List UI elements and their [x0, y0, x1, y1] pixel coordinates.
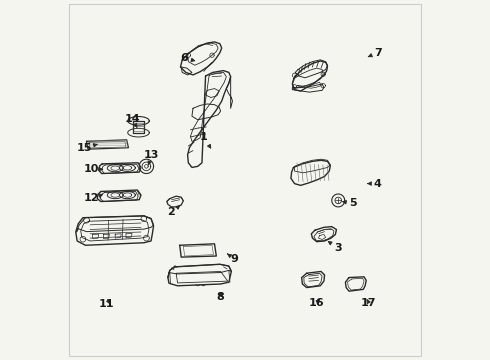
Text: 8: 8	[216, 292, 224, 302]
Text: 11: 11	[99, 299, 115, 309]
Text: 1: 1	[200, 132, 211, 148]
Text: 6: 6	[180, 53, 195, 63]
Text: 17: 17	[361, 298, 376, 308]
Text: 4: 4	[368, 179, 382, 189]
Text: 15: 15	[76, 143, 98, 153]
Text: 5: 5	[343, 198, 356, 208]
Text: 2: 2	[168, 205, 180, 217]
Text: 16: 16	[309, 298, 324, 308]
Text: 10: 10	[84, 164, 102, 174]
Text: 7: 7	[368, 48, 382, 58]
Text: 9: 9	[227, 254, 238, 264]
Text: 14: 14	[124, 114, 140, 127]
Text: 12: 12	[84, 193, 102, 203]
Text: 3: 3	[328, 242, 342, 253]
Text: 13: 13	[144, 150, 159, 165]
